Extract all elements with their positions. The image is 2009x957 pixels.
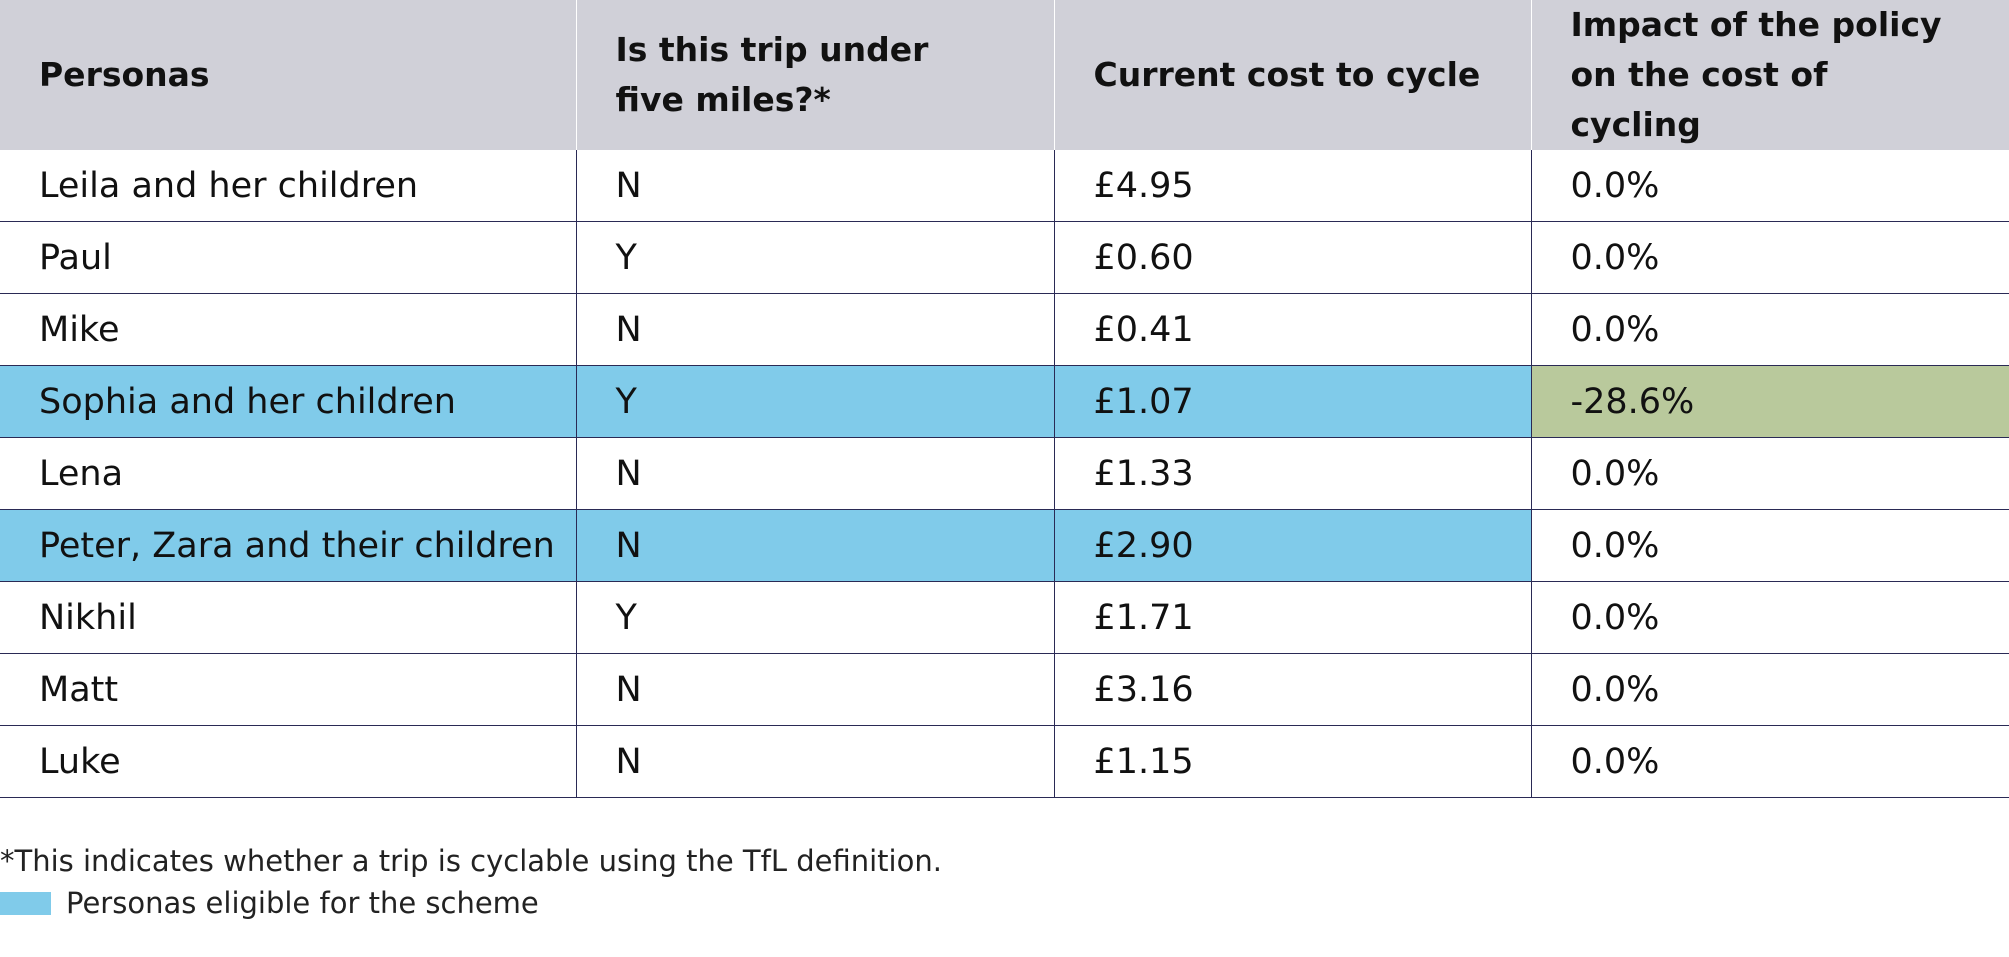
- table-row: Mike N £0.41 0.0%: [0, 293, 2009, 366]
- column-header-personas: Personas: [0, 0, 577, 150]
- table-row: Leila and her children N £4.95 0.0%: [0, 150, 2009, 222]
- persona-cell: Paul: [0, 221, 577, 294]
- table-header-row: Personas Is this trip under five miles?*…: [0, 0, 2009, 150]
- persona-cell: Leila and her children: [0, 150, 577, 222]
- footnote: *This indicates whether a trip is cyclab…: [0, 844, 942, 878]
- current-cost-cell: £1.07: [1054, 365, 1532, 438]
- policy-impact-cell: 0.0%: [1531, 293, 2009, 366]
- persona-cell: Nikhil: [0, 581, 577, 654]
- policy-impact-cell: 0.0%: [1531, 509, 2009, 582]
- legend-label: Personas eligible for the scheme: [66, 886, 539, 920]
- persona-cell: Luke: [0, 725, 577, 798]
- under-five-miles-cell: N: [576, 509, 1055, 582]
- persona-cell: Matt: [0, 653, 577, 726]
- table-body: Leila and her children N £4.95 0.0% Paul Y £0.…: [0, 150, 2009, 798]
- under-five-miles-cell: N: [576, 653, 1055, 726]
- current-cost-cell: £4.95: [1054, 150, 1532, 222]
- table-row: Nikhil Y £1.71 0.0%: [0, 581, 2009, 654]
- current-cost-cell: £0.60: [1054, 221, 1532, 294]
- persona-cell: Peter, Zara and their children: [0, 509, 577, 582]
- under-five-miles-cell: N: [576, 437, 1055, 510]
- current-cost-cell: £3.16: [1054, 653, 1532, 726]
- current-cost-cell: £1.33: [1054, 437, 1532, 510]
- table-row: Peter, Zara and their children N £2.90 0.0%: [0, 509, 2009, 582]
- table-row: Sophia and her children Y £1.07 -28.6%: [0, 365, 2009, 438]
- under-five-miles-cell: Y: [576, 365, 1055, 438]
- current-cost-cell: £2.90: [1054, 509, 1532, 582]
- policy-impact-cell: -28.6%: [1531, 365, 2009, 438]
- policy-impact-cell: 0.0%: [1531, 725, 2009, 798]
- current-cost-cell: £0.41: [1054, 293, 1532, 366]
- table-row: Paul Y £0.60 0.0%: [0, 221, 2009, 294]
- table-row: Luke N £1.15 0.0%: [0, 725, 2009, 798]
- policy-impact-cell: 0.0%: [1531, 581, 2009, 654]
- legend-swatch-eligible: [0, 891, 51, 915]
- under-five-miles-cell: Y: [576, 221, 1055, 294]
- under-five-miles-cell: N: [576, 725, 1055, 798]
- under-five-miles-cell: Y: [576, 581, 1055, 654]
- policy-impact-cell: 0.0%: [1531, 437, 2009, 510]
- current-cost-cell: £1.15: [1054, 725, 1532, 798]
- persona-cell: Sophia and her children: [0, 365, 577, 438]
- policy-impact-cell: 0.0%: [1531, 221, 2009, 294]
- table-row: Lena N £1.33 0.0%: [0, 437, 2009, 510]
- legend: Personas eligible for the scheme: [0, 886, 539, 920]
- personas-cost-table: Personas Is this trip under five miles?*…: [0, 0, 2009, 798]
- table-row: Matt N £3.16 0.0%: [0, 653, 2009, 726]
- current-cost-cell: £1.71: [1054, 581, 1532, 654]
- column-header-under-five-miles: Is this trip under five miles?*: [576, 0, 1055, 150]
- column-header-policy-impact: Impact of the policy on the cost of cycl…: [1531, 0, 2009, 150]
- column-header-current-cost: Current cost to cycle: [1054, 0, 1532, 150]
- policy-impact-cell: 0.0%: [1531, 653, 2009, 726]
- persona-cell: Mike: [0, 293, 577, 366]
- persona-cell: Lena: [0, 437, 577, 510]
- policy-impact-cell: 0.0%: [1570, 165, 1660, 206]
- under-five-miles-cell: N: [576, 293, 1055, 366]
- under-five-miles-cell: N: [576, 150, 1055, 222]
